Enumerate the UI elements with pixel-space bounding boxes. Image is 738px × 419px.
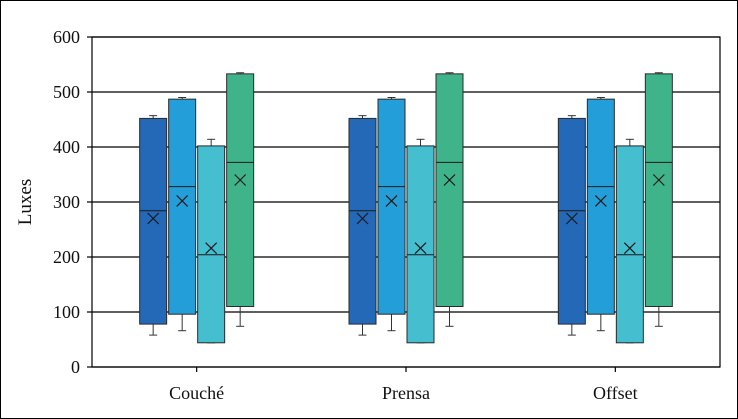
mean-marker (205, 242, 218, 255)
box (377, 98, 406, 315)
box (435, 73, 464, 307)
mean-marker (594, 194, 607, 207)
box-series (139, 72, 673, 344)
box (644, 73, 673, 307)
box (557, 117, 586, 325)
x-tick-label-2: Offset (593, 383, 638, 403)
mean-marker (234, 174, 247, 186)
y-tick-label-200: 200 (53, 247, 80, 267)
box (168, 98, 197, 315)
mean-marker (385, 194, 398, 207)
y-tick-label-0: 0 (71, 357, 80, 377)
box-group-1 (348, 72, 464, 344)
box (615, 145, 644, 344)
mean-marker (623, 242, 636, 255)
y-tick-label-100: 100 (53, 302, 80, 322)
x-axis-ticks: Couché Prensa Offset (169, 367, 638, 403)
x-tick-label-1: Prensa (382, 383, 430, 403)
y-axis-ticks: 0 100 200 300 400 500 600 (53, 27, 92, 377)
box (139, 117, 168, 325)
mean-marker (443, 174, 456, 186)
mean-marker (652, 174, 665, 186)
mean-marker (414, 242, 427, 255)
box (348, 117, 377, 325)
y-tick-label-300: 300 (53, 192, 80, 212)
y-tick-label-500: 500 (53, 82, 80, 102)
x-tick-label-0: Couché (169, 383, 224, 403)
box-group-0 (139, 72, 255, 344)
y-tick-label-400: 400 (53, 137, 80, 157)
y-axis-title: Luxes (15, 179, 36, 225)
y-tick-label-600: 600 (53, 27, 80, 47)
box (197, 145, 226, 344)
box (226, 73, 255, 307)
mean-marker (565, 212, 578, 225)
mean-marker (356, 212, 369, 225)
box (586, 98, 615, 315)
box (406, 145, 435, 344)
mean-marker (176, 194, 189, 207)
mean-marker (147, 212, 160, 225)
box-group-2 (557, 72, 673, 344)
